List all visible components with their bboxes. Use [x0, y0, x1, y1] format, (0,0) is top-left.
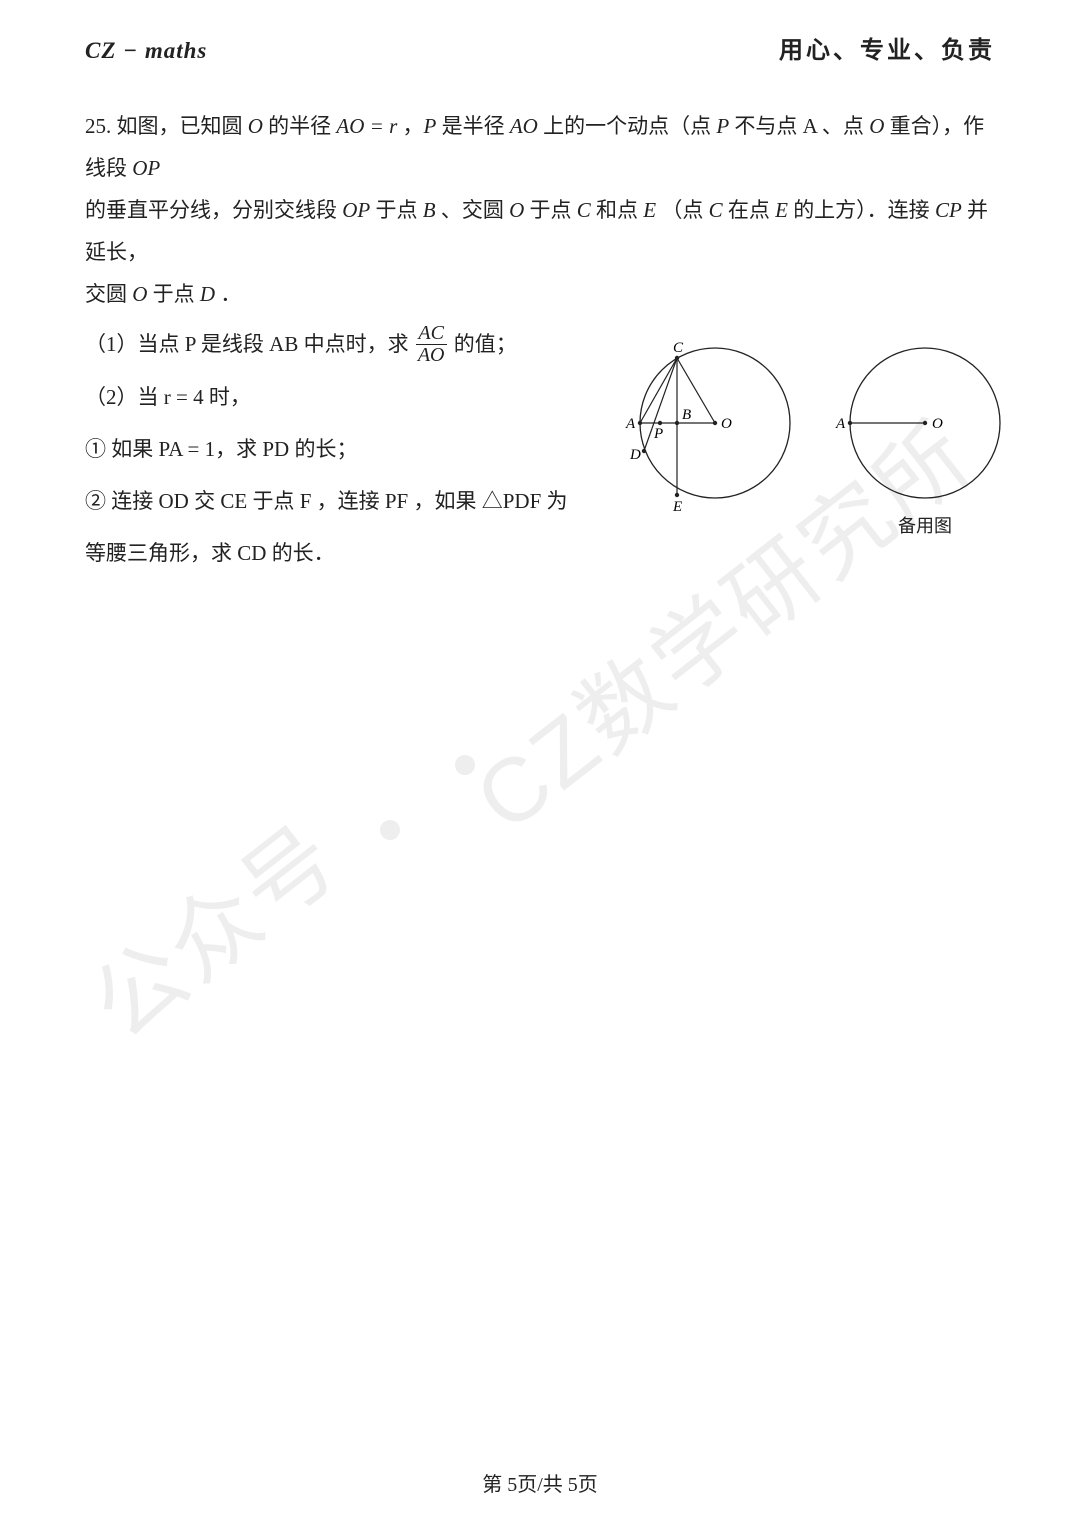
svg-text:C: C	[673, 340, 684, 356]
page: CZ − maths 用心、专业、负责 25. 如图，已知圆 O 的半径 AO …	[0, 0, 1080, 576]
page-number: 第 5页/共 5页	[482, 1474, 598, 1496]
problem-statement: 25. 如图，已知圆 O 的半径 AO = r ，P 是半径 AO 上的一个动点…	[85, 105, 995, 315]
figure-1: A O B P C E D	[615, 323, 815, 523]
figures-container: AOBPCED AO 备用图	[615, 323, 1025, 538]
subparts: （1）当点 P 是线段 AB 中点时，求 ACAO 的值； （2）当 r = 4…	[85, 315, 615, 576]
svg-text:P: P	[653, 426, 663, 442]
subpart-2-ii-line2: 等腰三角形，求 CD 的长．	[85, 530, 615, 576]
problem-number: 25.	[85, 114, 111, 138]
figure-2: AO 备用图	[825, 323, 1025, 538]
figure-2-svg: AO	[825, 323, 1025, 503]
svg-text:O: O	[721, 416, 732, 432]
subpart-2-ii-line1: ② 连接 OD 交 CE 于点 F ，连接 PF ，如果 △PDF 为	[85, 478, 615, 524]
subpart-1: （1）当点 P 是线段 AB 中点时，求 ACAO 的值；	[85, 321, 615, 368]
watermark-dot	[455, 755, 475, 775]
figure-1-svg: A O B P C E D	[615, 323, 815, 518]
header-left: CZ − maths	[85, 38, 207, 64]
content-row: （1）当点 P 是线段 AB 中点时，求 ACAO 的值； （2）当 r = 4…	[85, 315, 995, 576]
fraction: ACAO	[414, 323, 449, 366]
svg-text:A: A	[835, 416, 846, 432]
watermark-line-1: 公众号	[60, 787, 362, 1063]
page-footer: 第 5页/共 5页	[0, 1468, 1080, 1497]
header-right: 用心、专业、负责	[779, 30, 995, 65]
svg-text:D: D	[629, 447, 641, 463]
figure-2-caption: 备用图	[825, 512, 1025, 538]
svg-text:A: A	[625, 416, 636, 432]
subpart-2-i: ① 如果 PA = 1，求 PD 的长；	[85, 426, 615, 472]
svg-text:O: O	[932, 416, 943, 432]
page-header: CZ − maths 用心、专业、负责	[85, 30, 995, 65]
svg-text:B: B	[682, 407, 691, 423]
svg-text:E: E	[672, 499, 682, 515]
watermark-dot	[380, 820, 400, 840]
subpart-2: （2）当 r = 4 时，	[85, 374, 615, 420]
